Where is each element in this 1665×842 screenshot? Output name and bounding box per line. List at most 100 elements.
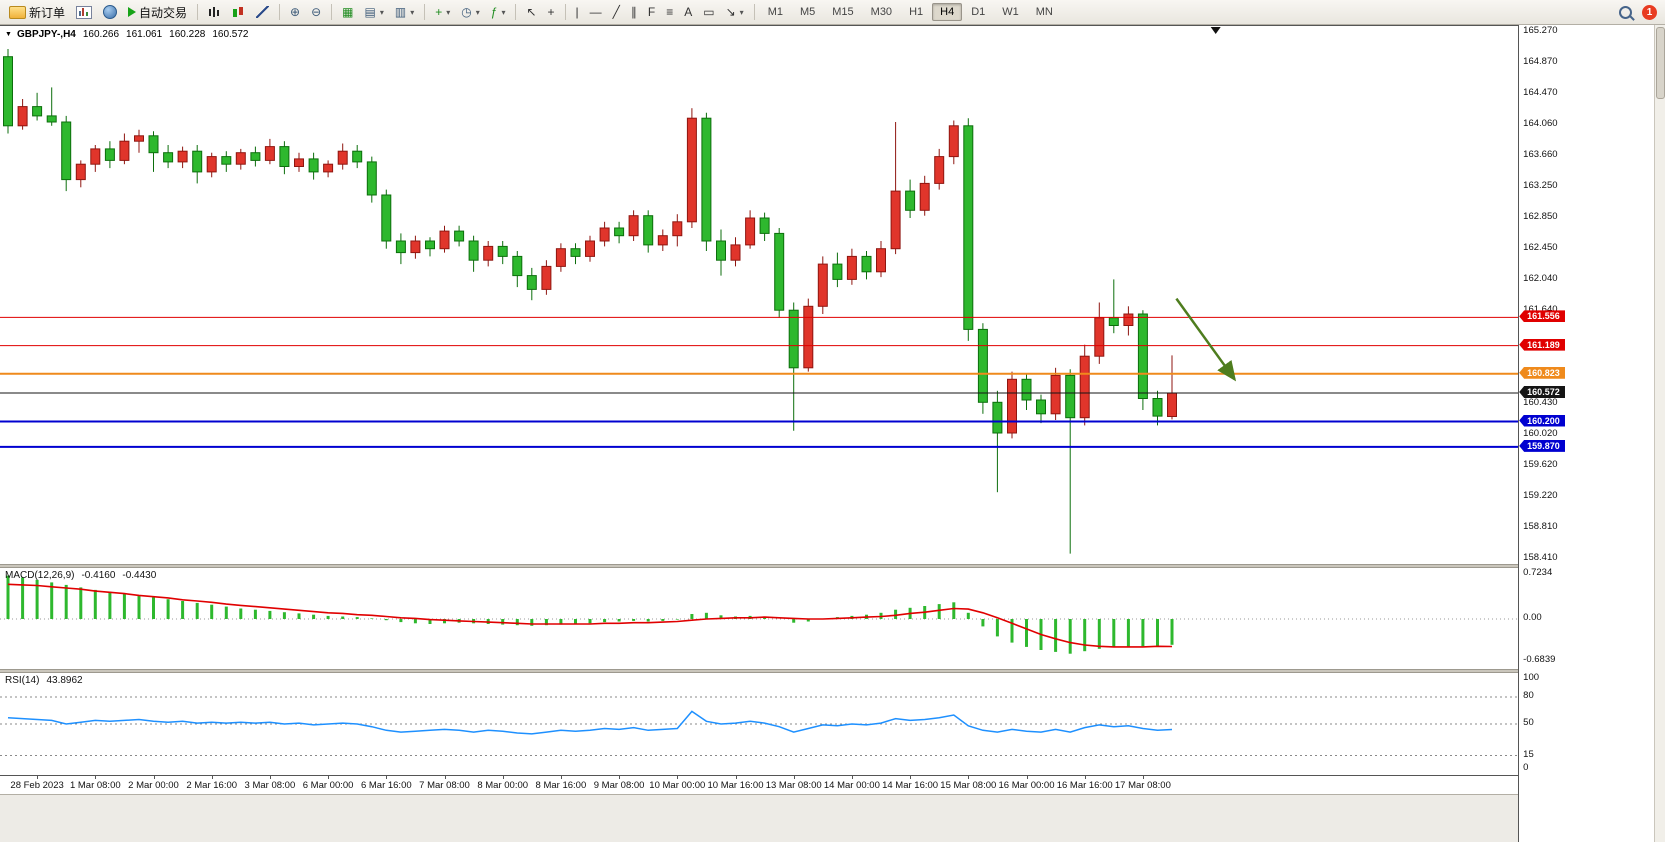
date-axis[interactable]: 28 Feb 2023 1 Mar 08:00 2 Mar 00:00 2 Mar 1…: [0, 775, 1519, 794]
timeframe-h1[interactable]: H1: [909, 6, 924, 18]
macd-main-value: -0.4160: [81, 570, 116, 581]
toolbar-separator: [279, 4, 281, 20]
price-level-badge: 160.823: [1519, 366, 1566, 379]
levels-tool-button[interactable]: ≡: [661, 2, 678, 22]
timeframe-h4[interactable]: H4: [932, 3, 963, 21]
candlestick-icon: [232, 6, 246, 18]
panel-splitter[interactable]: [0, 669, 1519, 673]
date-tick: [677, 776, 679, 779]
price-axis-label: 159.220: [1523, 489, 1558, 501]
indicators-window-button[interactable]: ▤ ▾: [360, 2, 389, 22]
notification-badge[interactable]: 1: [1642, 4, 1657, 20]
rsi-axis-label: 100: [1523, 672, 1540, 683]
text-tool-button[interactable]: A: [679, 2, 697, 22]
fibonacci-tool-button[interactable]: F: [643, 2, 660, 22]
trendline-tool-button[interactable]: ╱: [608, 2, 625, 22]
cursor-icon: ↖: [526, 5, 537, 19]
date-axis-label: 6 Mar 00:00: [302, 780, 354, 791]
date-axis-label: 7 Mar 08:00: [419, 780, 470, 791]
open-value: 160.266: [82, 29, 120, 40]
timeframe-bar: M1 M5 M15 M30 H1 H4 D1 W1 MN: [760, 3, 1061, 21]
chart-menu-arrow-icon[interactable]: ▼: [5, 31, 12, 38]
rsi-axis-label: 15: [1523, 748, 1534, 760]
date-tick: [851, 776, 853, 779]
vertical-scrollbar[interactable]: [1654, 25, 1665, 842]
chevron-down-icon: ▾: [475, 7, 480, 17]
crosshair-icon: +: [547, 5, 555, 19]
toolbar-separator: [197, 4, 199, 20]
add-indicator-button[interactable]: ƒ ▾: [486, 2, 511, 22]
data-window-icon: ▥: [394, 5, 407, 19]
price-chart-panel[interactable]: ▼ GBPJPY-,H4 160.266 161.061 160.228 160…: [0, 25, 1519, 564]
price-level-badge: 160.572: [1519, 386, 1566, 398]
candlestick-chart-canvas[interactable]: [0, 26, 1519, 564]
channel-tool-button[interactable]: ∥: [626, 2, 642, 22]
bar-chart-mode-button[interactable]: [203, 2, 226, 22]
price-level-badge: 161.556: [1519, 310, 1566, 323]
new-chart-button[interactable]: + ▾: [430, 2, 455, 22]
timeframe-m30[interactable]: M30: [870, 6, 893, 18]
timeframe-m1[interactable]: M1: [767, 6, 783, 18]
timeframe-m15[interactable]: M15: [832, 6, 854, 18]
price-axis-label: 163.250: [1523, 180, 1558, 192]
panel-splitter[interactable]: [0, 564, 1519, 568]
date-tick: [1026, 776, 1028, 779]
rsi-chart-canvas[interactable]: [0, 673, 1519, 775]
price-level-badge: 161.189: [1519, 338, 1566, 351]
rsi-panel[interactable]: RSI(14) 43.8962: [0, 673, 1519, 775]
chevron-down-icon: ▾: [379, 7, 384, 17]
zoom-in-button[interactable]: ⊕: [285, 2, 305, 22]
price-level-badge: 159.870: [1519, 439, 1566, 452]
price-axis-label: 163.660: [1523, 148, 1558, 160]
date-tick: [328, 776, 330, 779]
charts-window-button[interactable]: [71, 2, 97, 22]
candlestick-mode-button[interactable]: [227, 2, 250, 22]
date-tick: [1142, 776, 1144, 779]
date-axis-label: 6 Mar 16:00: [360, 780, 412, 791]
new-chart-plus-icon: +: [435, 5, 443, 19]
auto-trading-button[interactable]: 自动交易: [123, 2, 192, 22]
chevron-down-icon: ▾: [446, 7, 451, 17]
price-axis-label: 160.430: [1523, 396, 1558, 408]
macd-panel[interactable]: MACD(12,26,9) -0.4160 -0.4430: [0, 568, 1519, 669]
zoom-out-icon: ⊖: [311, 5, 322, 19]
zoom-out-button[interactable]: ⊖: [306, 2, 326, 22]
timeframe-d1[interactable]: D1: [971, 6, 986, 18]
macd-chart-canvas[interactable]: [0, 568, 1519, 669]
low-value: 160.228: [169, 29, 206, 40]
auto-trading-label: 自动交易: [139, 5, 188, 20]
indicators-window-icon: ▤: [364, 5, 376, 19]
date-tick: [386, 776, 388, 779]
timeframe-mn[interactable]: MN: [1035, 6, 1053, 18]
timeframe-w1[interactable]: W1: [1002, 6, 1019, 18]
search-button[interactable]: [1614, 2, 1637, 22]
tile-windows-icon: ▦: [342, 5, 354, 19]
date-tick: [793, 776, 795, 779]
arrows-tool-button[interactable]: ↘ ▾: [721, 2, 749, 22]
macd-signal-value: -0.4430: [122, 570, 157, 581]
levels-icon: ≡: [666, 5, 674, 19]
timeframe-m5[interactable]: M5: [799, 6, 816, 18]
vertical-line-tool-button[interactable]: |: [571, 2, 584, 22]
price-axis-label: 164.060: [1523, 118, 1558, 130]
crosshair-tool-button[interactable]: +: [543, 2, 560, 22]
community-button[interactable]: [98, 2, 122, 22]
line-chart-mode-button[interactable]: [251, 2, 274, 22]
horizontal-line-tool-button[interactable]: —: [585, 2, 607, 22]
date-tick: [560, 776, 562, 779]
cursor-tool-button[interactable]: ↖: [521, 2, 541, 22]
date-tick: [735, 776, 737, 779]
price-axis[interactable]: 165.270 164.870 164.470 164.060 163.660 163.2…: [1518, 25, 1655, 842]
scrollbar-thumb[interactable]: [1656, 27, 1665, 99]
date-tick: [211, 776, 213, 779]
chevron-down-icon: ▾: [739, 7, 744, 17]
date-axis-label: 9 Mar 08:00: [593, 780, 645, 791]
tile-windows-button[interactable]: ▦: [337, 2, 358, 22]
date-axis-label: 13 Mar 08:00: [765, 780, 822, 791]
label-tool-button[interactable]: ▭: [698, 2, 719, 22]
new-order-button[interactable]: 新订单: [4, 2, 70, 22]
periods-button[interactable]: ◷ ▾: [456, 2, 485, 22]
zoom-in-icon: ⊕: [290, 5, 301, 19]
rsi-readout: RSI(14) 43.8962: [5, 675, 83, 686]
data-window-button[interactable]: ▥ ▾: [390, 2, 419, 22]
